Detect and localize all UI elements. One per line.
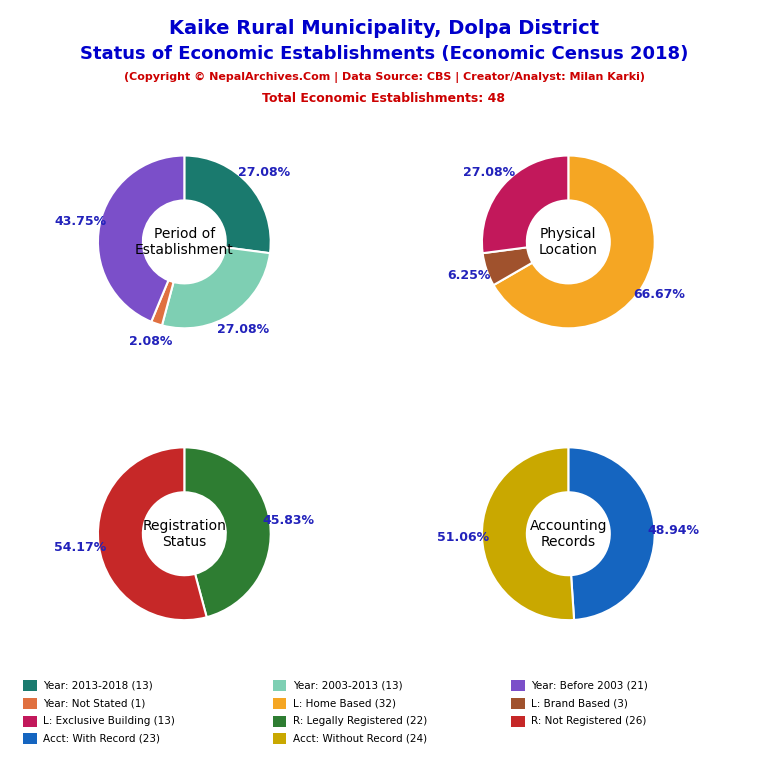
Text: Year: 2003-2013 (13): Year: 2003-2013 (13)	[293, 680, 402, 691]
Text: Accounting
Records: Accounting Records	[530, 518, 607, 549]
Wedge shape	[184, 447, 270, 617]
Wedge shape	[162, 247, 270, 328]
Text: 43.75%: 43.75%	[55, 215, 107, 228]
Wedge shape	[482, 156, 568, 253]
Text: Total Economic Establishments: 48: Total Economic Establishments: 48	[263, 92, 505, 105]
Text: L: Brand Based (3): L: Brand Based (3)	[531, 698, 627, 709]
Text: Year: Before 2003 (21): Year: Before 2003 (21)	[531, 680, 647, 691]
Text: Acct: Without Record (24): Acct: Without Record (24)	[293, 733, 427, 744]
Wedge shape	[494, 156, 654, 329]
Text: L: Home Based (32): L: Home Based (32)	[293, 698, 396, 709]
Text: Acct: With Record (23): Acct: With Record (23)	[43, 733, 160, 744]
Text: Year: Not Stated (1): Year: Not Stated (1)	[43, 698, 145, 709]
Text: 2.08%: 2.08%	[129, 336, 172, 348]
Text: Kaike Rural Municipality, Dolpa District: Kaike Rural Municipality, Dolpa District	[169, 19, 599, 38]
Wedge shape	[98, 447, 207, 620]
Wedge shape	[151, 280, 174, 326]
Text: Status of Economic Establishments (Economic Census 2018): Status of Economic Establishments (Econo…	[80, 45, 688, 62]
Text: Year: 2013-2018 (13): Year: 2013-2018 (13)	[43, 680, 153, 691]
Text: 54.17%: 54.17%	[54, 541, 106, 554]
Text: 48.94%: 48.94%	[647, 524, 700, 537]
Text: 27.08%: 27.08%	[463, 166, 515, 179]
Wedge shape	[482, 247, 532, 285]
Text: 66.67%: 66.67%	[634, 288, 686, 301]
Wedge shape	[98, 156, 184, 322]
Text: 51.06%: 51.06%	[437, 531, 489, 544]
Wedge shape	[568, 447, 654, 620]
Text: 27.08%: 27.08%	[217, 323, 269, 336]
Text: 6.25%: 6.25%	[447, 270, 490, 283]
Wedge shape	[184, 156, 270, 253]
Text: R: Legally Registered (22): R: Legally Registered (22)	[293, 716, 427, 727]
Text: 45.83%: 45.83%	[263, 514, 315, 527]
Text: R: Not Registered (26): R: Not Registered (26)	[531, 716, 646, 727]
Text: L: Exclusive Building (13): L: Exclusive Building (13)	[43, 716, 175, 727]
Text: Period of
Establishment: Period of Establishment	[135, 227, 233, 257]
Text: (Copyright © NepalArchives.Com | Data Source: CBS | Creator/Analyst: Milan Karki: (Copyright © NepalArchives.Com | Data So…	[124, 71, 644, 82]
Wedge shape	[482, 447, 574, 620]
Text: 27.08%: 27.08%	[237, 166, 290, 179]
Text: Registration
Status: Registration Status	[142, 518, 227, 549]
Text: Physical
Location: Physical Location	[539, 227, 598, 257]
